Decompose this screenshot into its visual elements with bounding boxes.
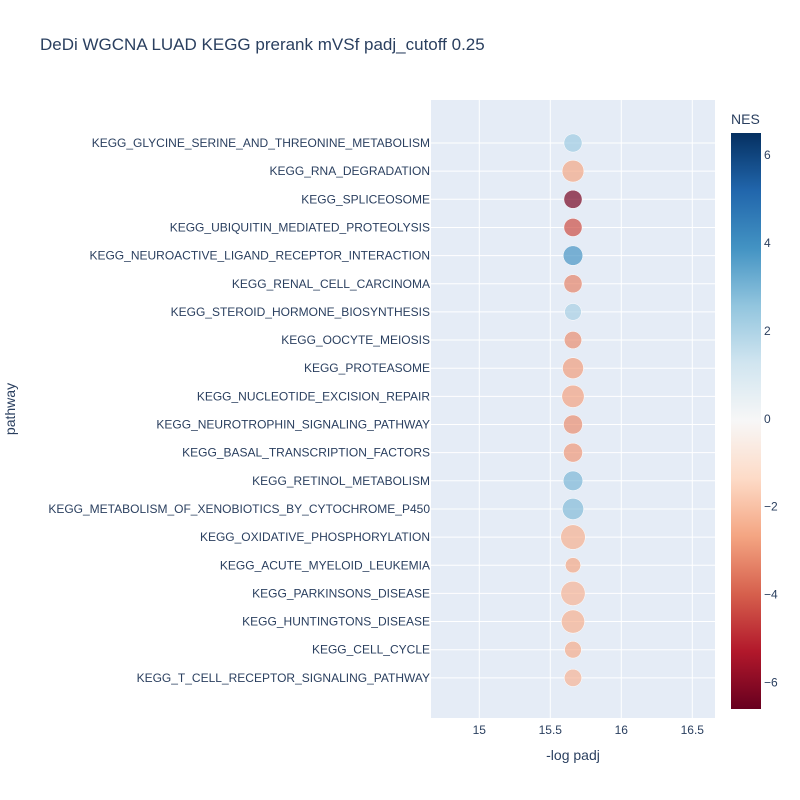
- x-axis-tick-labels: 15 15.5 16 16.5: [473, 723, 705, 737]
- bubble-point: [564, 641, 582, 659]
- bubble-point: [560, 580, 586, 606]
- y-tick-label: KEGG_SPLICEOSOME: [301, 192, 430, 206]
- y-axis-title: pathway: [2, 383, 18, 435]
- bubble-point: [563, 442, 583, 463]
- bubble-point: [562, 357, 584, 379]
- bubble-point: [560, 524, 586, 550]
- bubble-point: [562, 470, 584, 491]
- y-tick-label: KEGG_UBIQUITIN_MEDIATED_PROTEOLYSIS: [170, 220, 430, 234]
- bubble-point: [563, 133, 583, 153]
- colorbar-tick-label: 2: [764, 324, 771, 338]
- x-axis-title: -log padj: [546, 747, 600, 763]
- y-axis-tick-labels: KEGG_GLYCINE_SERINE_AND_THREONINE_METABO…: [48, 136, 430, 685]
- bubble-point: [563, 274, 583, 294]
- colorbar-tick-label: −4: [764, 588, 778, 602]
- y-tick-label: KEGG_T_CELL_RECEPTOR_SIGNALING_PATHWAY: [137, 671, 430, 685]
- colorbar-tick-label: 4: [764, 236, 771, 250]
- y-tick-label: KEGG_BASAL_TRANSCRIPTION_FACTORS: [182, 446, 430, 460]
- y-tick-label: KEGG_ACUTE_MYELOID_LEUKEMIA: [220, 558, 430, 572]
- y-tick-label: KEGG_PROTEASOME: [304, 361, 430, 375]
- y-tick-label: KEGG_OOCYTE_MEIOSIS: [281, 333, 430, 347]
- colorbar-tick-label: 6: [764, 148, 771, 162]
- bubble-point: [564, 668, 582, 687]
- colorbar: [731, 133, 761, 709]
- colorbar-title: NES: [731, 111, 760, 127]
- x-tick-label: 16: [615, 723, 629, 737]
- bubble-point: [563, 189, 583, 209]
- y-tick-label: KEGG_GLYCINE_SERINE_AND_THREONINE_METABO…: [92, 136, 430, 150]
- y-tick-label: KEGG_RNA_DEGRADATION: [270, 164, 430, 178]
- y-tick-label: KEGG_STEROID_HORMONE_BIOSYNTHESIS: [171, 305, 430, 319]
- y-tick-label: KEGG_METABOLISM_OF_XENOBIOTICS_BY_CYTOCH…: [48, 502, 430, 516]
- y-tick-label: KEGG_NEUROACTIVE_LIGAND_RECEPTOR_INTERAC…: [89, 249, 430, 263]
- y-tick-label: KEGG_RENAL_CELL_CARCINOMA: [232, 277, 430, 291]
- x-tick-label: 16.5: [681, 723, 705, 737]
- colorbar-tick-label: 0: [764, 412, 771, 426]
- bubble-point: [564, 303, 582, 321]
- y-tick-label: KEGG_NUCLEOTIDE_EXCISION_REPAIR: [197, 389, 431, 403]
- y-tick-label: KEGG_NEUROTROPHIN_SIGNALING_PATHWAY: [156, 418, 430, 432]
- y-tick-label: KEGG_RETINOL_METABOLISM: [252, 474, 430, 488]
- y-tick-label: KEGG_HUNTINGTONS_DISEASE: [242, 615, 430, 629]
- x-tick-label: 15: [473, 723, 487, 737]
- y-tick-label: KEGG_PARKINSONS_DISEASE: [252, 586, 430, 600]
- bubble-point: [564, 331, 582, 349]
- bubble-point: [562, 498, 584, 520]
- bubble-point: [561, 159, 585, 183]
- bubble-point: [563, 218, 583, 237]
- bubble-point: [563, 414, 583, 435]
- colorbar-tick-labels: 6 4 2 0 −2 −4 −6: [764, 148, 778, 690]
- chart-title: DeDi WGCNA LUAD KEGG prerank mVSf padj_c…: [40, 35, 485, 54]
- colorbar-tick-label: −6: [764, 676, 778, 690]
- colorbar-tick-label: −2: [764, 500, 778, 514]
- bubble-point: [561, 609, 585, 634]
- bubble-point: [561, 384, 585, 408]
- x-tick-label: 15.5: [539, 723, 563, 737]
- data-points: [560, 133, 586, 687]
- bubble-point: [562, 245, 584, 266]
- y-tick-label: KEGG_OXIDATIVE_PHOSPHORYLATION: [200, 530, 430, 544]
- bubble-point: [565, 557, 581, 574]
- y-tick-label: KEGG_CELL_CYCLE: [312, 643, 430, 657]
